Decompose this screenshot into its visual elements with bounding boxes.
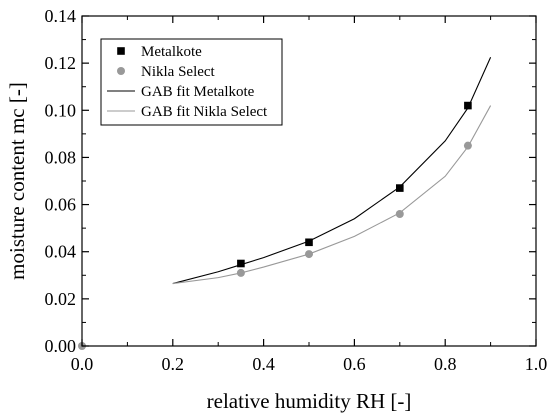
y-tick-label: 0.02 — [45, 289, 77, 309]
legend-label-gab-fit-nikla-select: GAB fit Nikla Select — [141, 104, 268, 120]
y-tick-label: 0.04 — [45, 242, 77, 262]
data-point-metalkote — [464, 101, 472, 110]
y-tick-label: 0.00 — [45, 336, 77, 356]
series-line-gab-fit-nikla-select — [172, 105, 492, 285]
y-axis-label: moisture content mc [-] — [5, 82, 29, 280]
x-tick-label: 0.4 — [252, 354, 275, 374]
data-point-nikla-select — [236, 268, 245, 277]
x-tick-label: 0.0 — [71, 354, 94, 374]
series-line-gab-fit-metalkote — [172, 57, 492, 285]
data-point-metalkote — [305, 238, 313, 247]
legend-label-nikla-select: Nikla Select — [141, 64, 216, 80]
x-tick-label: 0.2 — [162, 354, 185, 374]
x-tick-label: 0.8 — [434, 354, 457, 374]
data-point-metalkote — [237, 259, 245, 268]
legend-label-metalkote: Metalkote — [141, 44, 202, 60]
legend-marker-metalkote — [117, 47, 125, 55]
data-point-nikla-select — [305, 250, 313, 259]
data-point-nikla-select — [395, 210, 404, 218]
y-tick-label: 0.12 — [45, 53, 77, 73]
data-point-nikla-select — [463, 141, 472, 150]
y-tick-label: 0.06 — [45, 195, 77, 215]
ticks-layer: 0.0 0.2 0.4 0.6 0.8 1.0 0.00 0.02 0.04 0.06 0.08 0.… — [45, 6, 548, 374]
y-tick-label: 0.14 — [45, 6, 77, 26]
x-axis-label: relative humidity RH [-] — [207, 389, 412, 413]
y-tick-label: 0.08 — [45, 147, 77, 167]
legend-label-gab-fit-metalkote: GAB fit Metalkote — [141, 84, 255, 100]
legend-marker-nikla-select — [117, 67, 125, 75]
x-tick-label: 1.0 — [525, 354, 548, 374]
legend: Metalkote Nikla Select GAB fit Metalkote GA… — [100, 38, 283, 126]
data-point-metalkote — [396, 184, 404, 192]
x-tick-label: 0.6 — [343, 354, 366, 374]
y-tick-label: 0.10 — [45, 100, 77, 120]
